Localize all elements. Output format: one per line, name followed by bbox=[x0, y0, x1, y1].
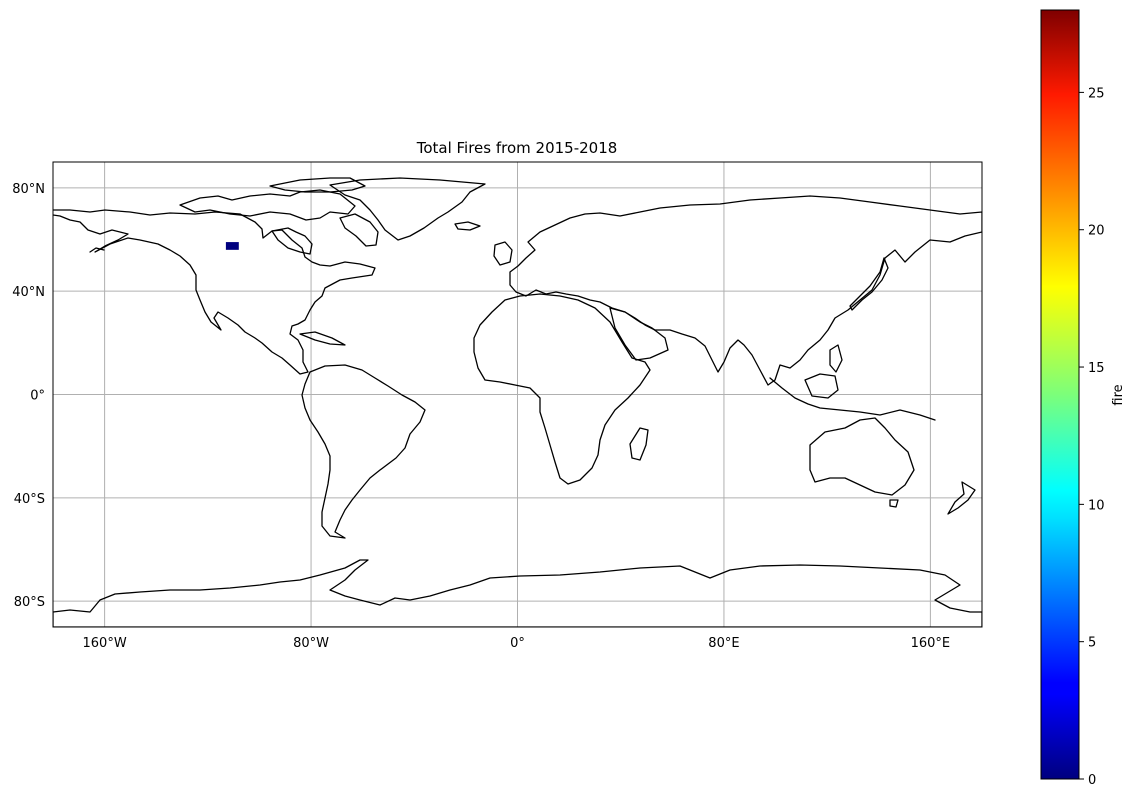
colorbar-tick-label: 0 bbox=[1088, 773, 1096, 788]
colorbar-tick-label: 25 bbox=[1088, 86, 1105, 101]
lat-tick-label: 0° bbox=[30, 389, 45, 404]
lat-tick-label: 40°S bbox=[14, 492, 45, 507]
coast-baffin bbox=[339, 213, 379, 247]
coast-ellesmere bbox=[269, 177, 366, 193]
colorbar-tick-label: 20 bbox=[1088, 224, 1105, 239]
coast-aleutians bbox=[89, 247, 105, 253]
map-title: Total Fires from 2015-2018 bbox=[416, 139, 618, 157]
coast-madagascar bbox=[629, 427, 649, 461]
map-frame bbox=[52, 161, 983, 628]
coast-arctic-islands bbox=[179, 189, 356, 221]
colorbar: 0 5 10 15 20 25 fire bbox=[1040, 9, 1126, 788]
lat-tick-label: 40°N bbox=[12, 285, 45, 300]
coast-south-america bbox=[301, 364, 426, 539]
colorbar-gradient bbox=[1041, 10, 1079, 779]
coast-antarctica bbox=[53, 559, 982, 627]
coast-cuba bbox=[299, 331, 346, 346]
coast-arabia bbox=[609, 307, 669, 361]
colorbar-tick-label: 15 bbox=[1088, 361, 1105, 376]
lat-tick-label: 80°S bbox=[14, 595, 45, 610]
lat-tick-label: 80°N bbox=[12, 182, 45, 197]
colorbar-ticks: 0 5 10 15 20 25 bbox=[1079, 86, 1105, 788]
coast-australia bbox=[809, 417, 915, 496]
coast-greenland bbox=[329, 177, 486, 241]
lon-tick-label: 160°E bbox=[911, 636, 951, 651]
coast-hudson-bay bbox=[271, 227, 313, 255]
colorbar-frame bbox=[1040, 9, 1080, 780]
coast-africa bbox=[473, 293, 651, 485]
colorbar-label: fire bbox=[1111, 384, 1126, 405]
colorbar-tick-label: 10 bbox=[1088, 498, 1105, 513]
lon-tick-labels: 160°W 80°W 0° 80°E 160°E bbox=[83, 636, 951, 651]
coast-japan bbox=[849, 257, 889, 311]
lat-tick-labels: 80°N 40°N 0° 40°S 80°S bbox=[12, 182, 45, 610]
lon-tick-label: 160°W bbox=[83, 636, 127, 651]
coast-iceland bbox=[454, 221, 481, 231]
coast-borneo bbox=[804, 373, 839, 399]
lon-tick-label: 80°E bbox=[708, 636, 739, 651]
lon-tick-label: 80°W bbox=[293, 636, 329, 651]
coast-eurasia bbox=[509, 195, 982, 386]
coast-north-america bbox=[53, 209, 376, 375]
coast-philippines bbox=[829, 344, 843, 373]
coastlines bbox=[53, 177, 982, 627]
map-axes: 160°W 80°W 0° 80°E 160°E 80°N 40°N 0° 40°S 80°S bbox=[12, 161, 983, 651]
coast-uk bbox=[493, 241, 513, 266]
colorbar-tick-label: 5 bbox=[1088, 636, 1096, 651]
coast-indonesia bbox=[769, 377, 936, 421]
fire-data-patch bbox=[225, 242, 239, 250]
lon-tick-label: 0° bbox=[510, 636, 525, 651]
gridlines bbox=[53, 162, 982, 627]
coast-tasmania bbox=[889, 499, 899, 508]
coast-new-zealand bbox=[947, 481, 976, 515]
